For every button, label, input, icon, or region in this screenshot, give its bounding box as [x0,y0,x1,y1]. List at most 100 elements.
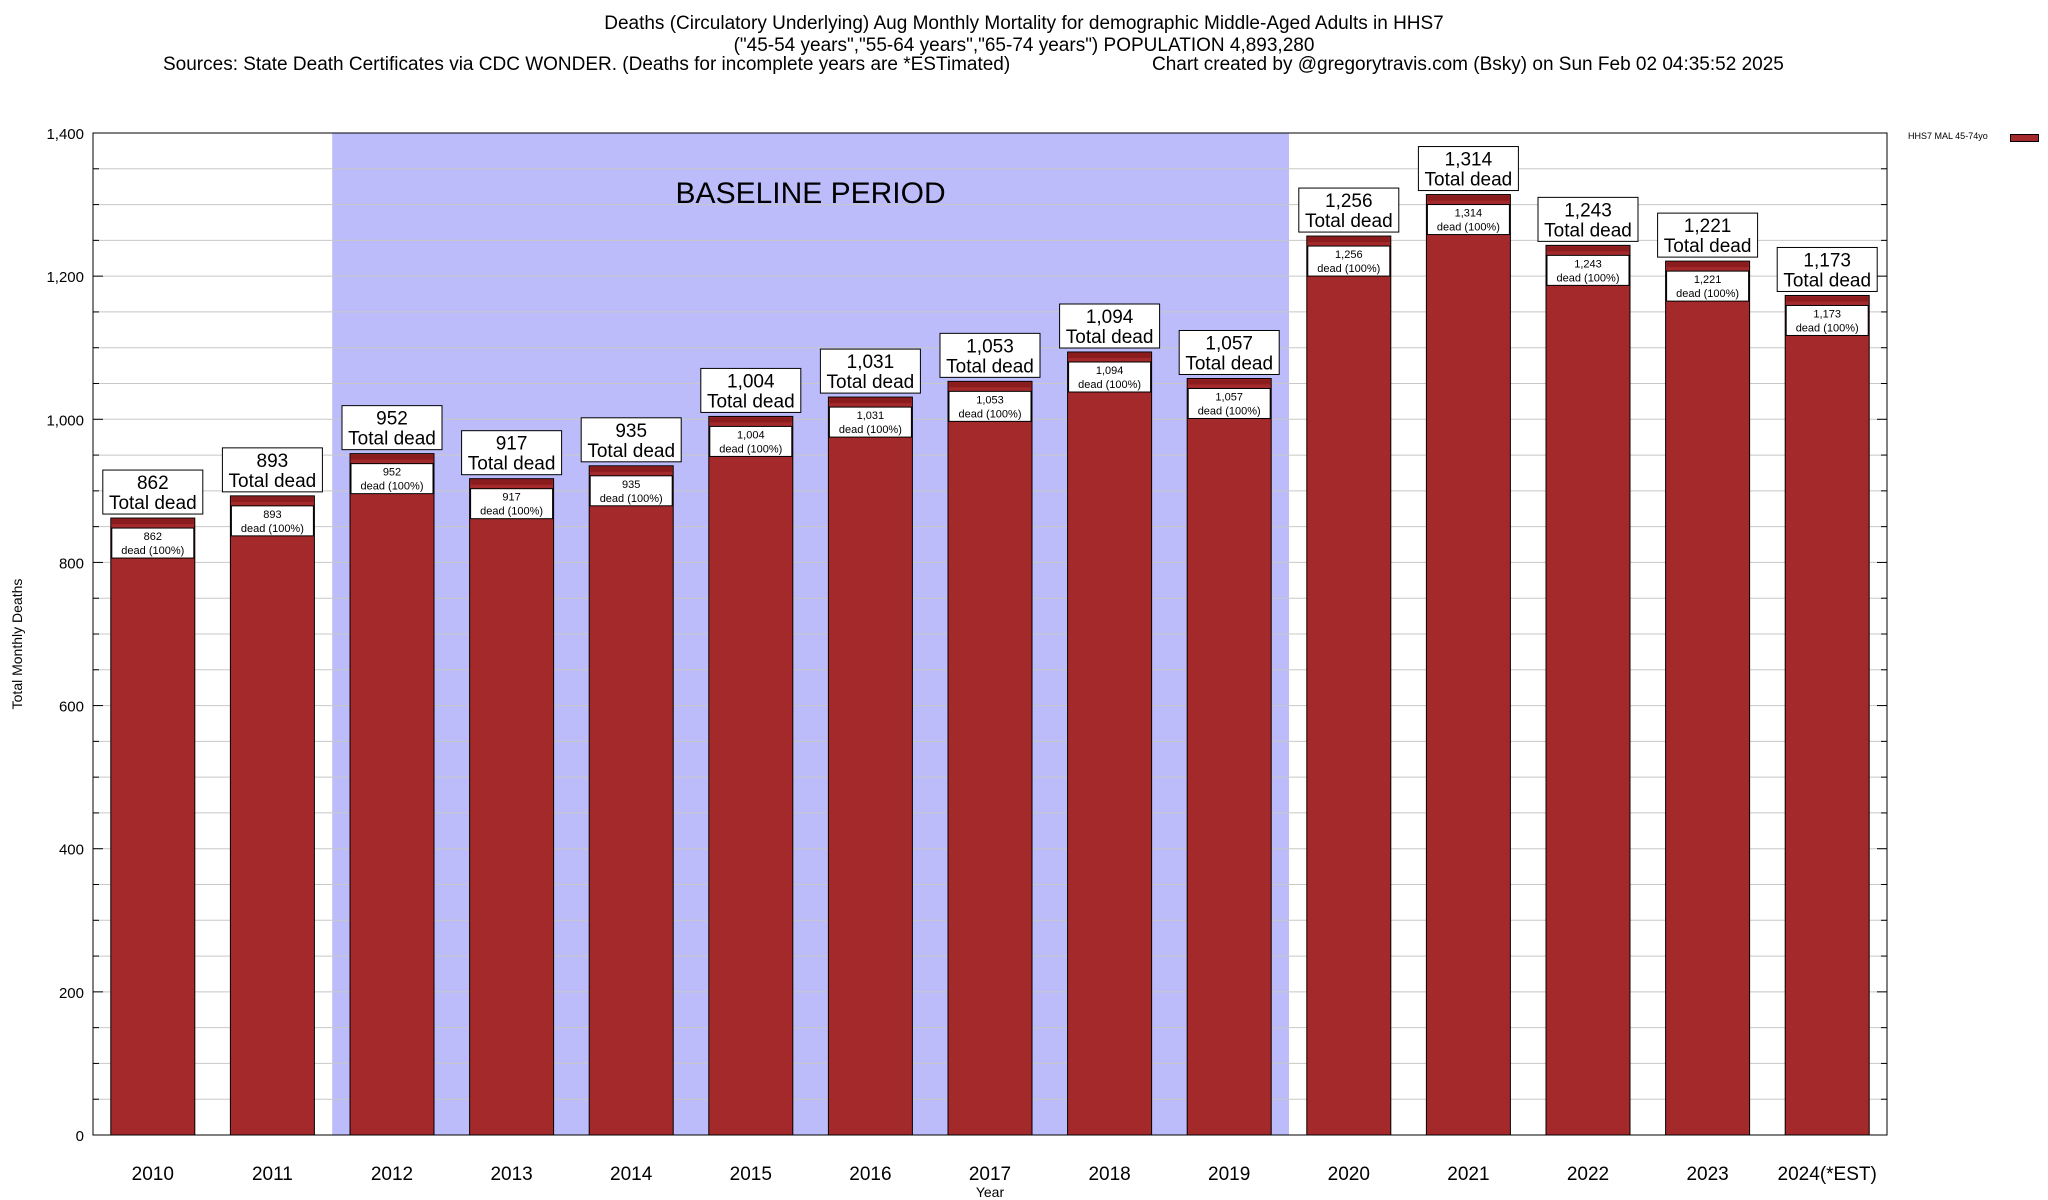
total-dead-label: Total dead [707,391,795,412]
bar-cap [470,479,553,485]
total-value-label: 1,173 [1803,250,1851,271]
bar-cap [590,466,673,472]
total-value-label: 1,094 [1086,307,1134,328]
bar [827,396,913,1136]
inner-value-label: 1,053 [976,394,1004,406]
chart-title: Deaths (Circulatory Underlying) Aug Mont… [604,13,1444,34]
total-value-label: 1,256 [1325,191,1373,212]
inner-percent-label: dead (100%) [959,408,1022,420]
y-tick-label: 200 [59,985,84,1002]
bar [708,415,794,1136]
bar [1186,377,1272,1136]
y-tick-label: 800 [59,555,84,572]
inner-label-box [1187,387,1271,419]
x-tick-label: 2022 [1567,1164,1609,1185]
legend-swatch [2010,134,2039,142]
inner-value-label: 1,004 [737,429,765,441]
y-tick-label: 1,200 [46,269,84,286]
bar-cap [111,519,194,525]
inner-label-box [1785,304,1869,336]
total-label-box [819,348,921,394]
total-value-label: 1,057 [1205,333,1253,354]
bar [588,465,674,1136]
total-value-label: 1,243 [1564,200,1612,221]
bar-cap [1786,296,1869,302]
x-tick-label: 2012 [371,1164,413,1185]
inner-value-label: 862 [144,531,162,543]
bar-cap [829,398,912,404]
total-dead-label: Total dead [1544,220,1632,241]
total-label-box [341,405,443,451]
inner-label-box [470,488,554,520]
bar-cap [351,454,433,460]
total-label-box [102,469,204,515]
inner-percent-label: dead (100%) [1078,379,1141,391]
inner-percent-label: dead (100%) [121,545,184,557]
total-value-label: 917 [496,434,528,455]
total-dead-label: Total dead [468,454,556,475]
total-value-label: 952 [376,409,408,430]
x-tick-label: 2016 [849,1164,891,1185]
bar [947,380,1033,1136]
inner-value-label: 917 [502,492,520,504]
total-dead-label: Total dead [1305,211,1393,232]
x-tick-label: 2017 [969,1164,1011,1185]
bar-cap [949,382,1031,388]
inner-value-label: 1,221 [1694,274,1722,286]
inner-percent-label: dead (100%) [1557,272,1620,284]
total-dead-label: Total dead [1425,170,1513,191]
bar [1545,244,1631,1136]
total-label-box [1417,146,1519,192]
total-dead-label: Total dead [348,429,436,450]
total-label-box [461,430,563,476]
y-tick-label: 600 [59,699,84,716]
bar [1425,194,1511,1136]
inner-value-label: 1,057 [1215,391,1243,403]
total-dead-label: Total dead [827,372,915,393]
bar [110,517,196,1136]
bar-cap [1427,195,1510,201]
total-label-box [580,417,682,463]
total-label-box [1657,212,1759,258]
total-value-label: 1,221 [1684,216,1732,237]
inner-label-box [948,390,1032,422]
total-value-label: 862 [137,473,169,494]
total-label-box [1178,329,1280,375]
bar [1306,235,1392,1136]
inner-label-box [350,463,434,495]
total-value-label: 935 [615,421,647,442]
inner-label-box [1068,361,1152,393]
y-tick-label: 400 [59,842,84,859]
bar-cap [1188,379,1271,385]
inner-label-box [828,406,912,438]
total-value-label: 1,004 [727,371,775,392]
inner-value-label: 1,243 [1574,258,1602,270]
bar [229,495,315,1136]
total-label-box [939,332,1041,378]
baseline-period-label: BASELINE PERIOD [676,177,946,210]
x-tick-label: 2010 [132,1164,174,1185]
inner-value-label: 952 [383,467,401,479]
bar [1665,260,1751,1136]
inner-value-label: 1,314 [1455,208,1483,220]
total-label-box [1298,187,1400,233]
total-dead-label: Total dead [229,471,317,492]
chart-sources: Sources: State Death Certificates via CD… [163,54,1011,75]
inner-label-box [230,505,314,537]
bar-cap [1547,246,1629,252]
bar [1067,351,1153,1136]
inner-value-label: 1,256 [1335,249,1363,261]
x-tick-label: 2020 [1328,1164,1370,1185]
chart-subtitle: ("45-54 years","55-64 years","65-74 year… [733,35,1315,56]
x-tick-label: 2018 [1088,1164,1130,1185]
x-tick-label: 2024(*EST) [1778,1164,1877,1185]
legend-label: HHS7 MAL 45-74yo [1908,131,1988,141]
x-tick-label: 2013 [490,1164,532,1185]
total-value-label: 1,031 [847,352,895,373]
total-dead-label: Total dead [1185,353,1273,374]
total-label-box [1537,196,1639,242]
inner-value-label: 893 [263,509,281,521]
y-tick-label: 1,000 [46,412,84,429]
total-dead-label: Total dead [1783,270,1871,291]
